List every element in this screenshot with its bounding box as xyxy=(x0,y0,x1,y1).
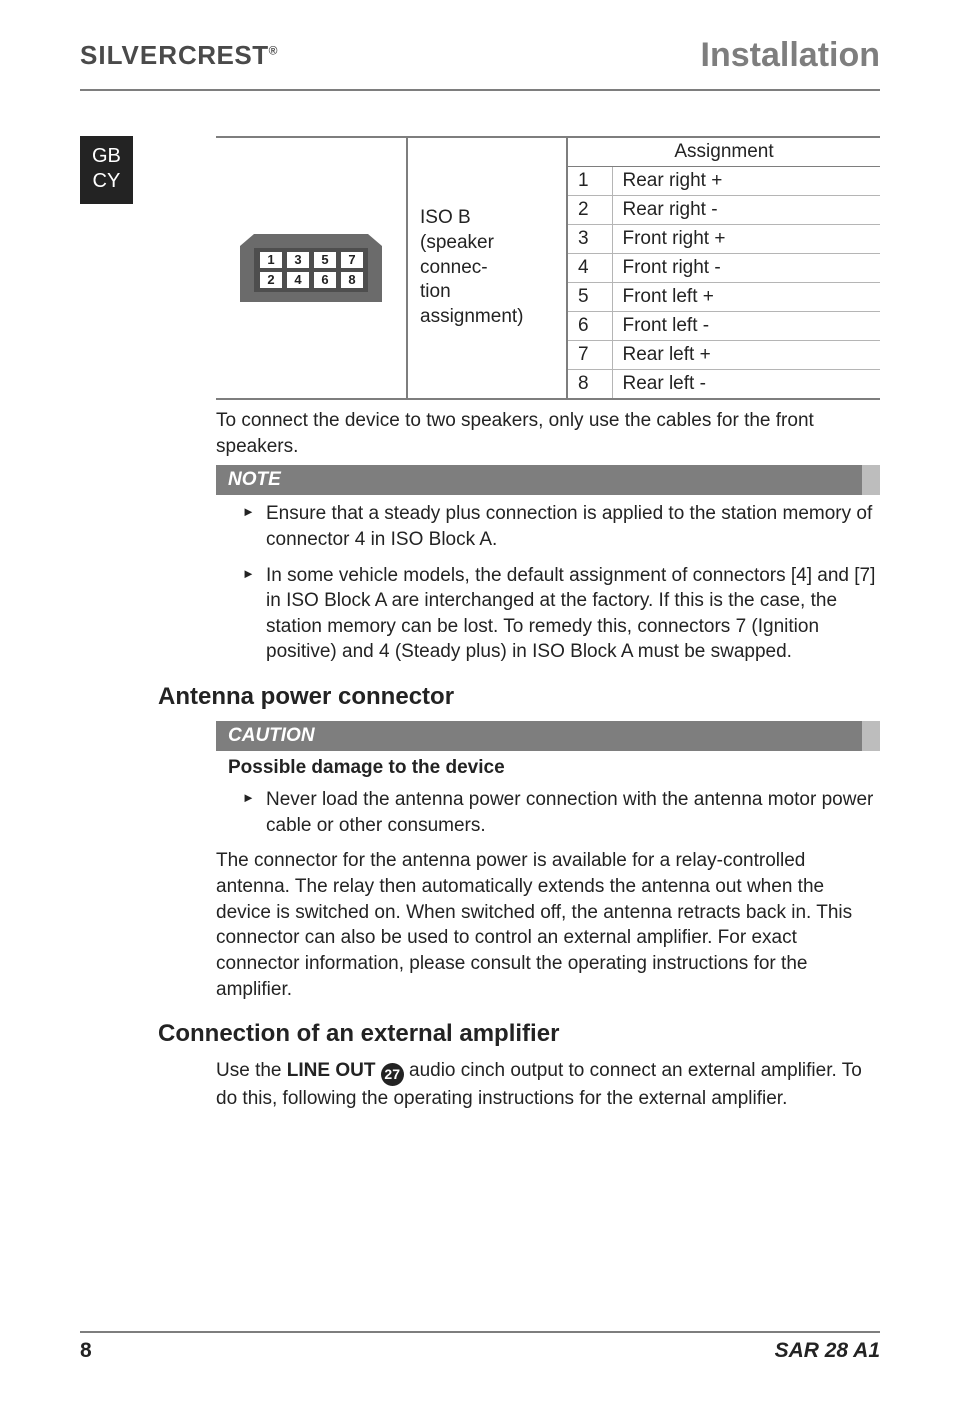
assignment-cell: Assignment 1Rear right + 2Rear right - 3… xyxy=(566,138,880,400)
table-row: 7Rear left + xyxy=(568,341,880,370)
amp-pre: Use the xyxy=(216,1060,287,1081)
caution-list: Never load the antenna power connection … xyxy=(216,781,880,838)
table-row: 5Front left + xyxy=(568,283,880,312)
iso-b-connector-icon: 1 3 5 7 2 4 6 8 xyxy=(236,226,386,310)
list-item: In some vehicle models, the default assi… xyxy=(242,563,880,666)
brand-reg: ® xyxy=(269,43,278,57)
header-rule xyxy=(80,89,880,91)
model-number: SAR 28 A1 xyxy=(775,1339,880,1363)
amplifier-heading: Connection of an external amplifier xyxy=(158,1020,880,1048)
note-bar: NOTE xyxy=(216,465,880,495)
pin-label: 3 xyxy=(294,252,301,267)
page-section-title: Installation xyxy=(701,36,880,75)
connector-image-cell: 1 3 5 7 2 4 6 8 xyxy=(216,138,406,400)
iso-label-line: (speaker connec- xyxy=(420,231,558,280)
two-speaker-note: To connect the device to two speakers, o… xyxy=(216,408,880,459)
antenna-heading: Antenna power connector xyxy=(158,683,880,711)
caution-bar: CAUTION xyxy=(216,721,880,751)
list-item: Never load the antenna power connection … xyxy=(242,787,880,838)
assignment-table: Assignment 1Rear right + 2Rear right - 3… xyxy=(568,138,880,398)
language-tab: GB CY xyxy=(80,136,133,204)
page-number: 8 xyxy=(80,1339,92,1363)
iso-b-table: 1 3 5 7 2 4 6 8 ISO B (speaker connec- t… xyxy=(216,136,880,400)
brand-logo: SILVERCREST® xyxy=(80,40,278,71)
note-list: Ensure that a steady plus connection is … xyxy=(216,495,880,665)
line-out-label: LINE OUT xyxy=(287,1060,376,1081)
iso-b-label-cell: ISO B (speaker connec- tion assignment) xyxy=(406,138,566,400)
table-row: 8Rear left - xyxy=(568,370,880,399)
iso-label-line: ISO B xyxy=(420,206,558,231)
pin-label: 5 xyxy=(321,252,328,267)
lang-line-2: CY xyxy=(92,169,121,194)
ref-number-icon: 27 xyxy=(381,1063,404,1086)
pin-label: 1 xyxy=(267,252,274,267)
pin-label: 6 xyxy=(321,272,328,287)
lang-line-1: GB xyxy=(92,144,121,169)
iso-label-line: tion assignment) xyxy=(420,280,558,329)
pin-label: 4 xyxy=(294,272,302,287)
table-row: 6Front left - xyxy=(568,312,880,341)
assignment-header: Assignment xyxy=(568,138,880,167)
table-row: 2Rear right - xyxy=(568,196,880,225)
brand-part1: SILVER xyxy=(80,40,178,70)
table-row: 3Front right + xyxy=(568,225,880,254)
caution-subhead: Possible damage to the device xyxy=(216,751,880,781)
pin-label: 2 xyxy=(267,272,274,287)
antenna-paragraph: The connector for the antenna power is a… xyxy=(216,848,880,1002)
brand-part2: CREST xyxy=(178,40,269,70)
pin-label: 8 xyxy=(348,272,355,287)
pin-label: 7 xyxy=(348,252,355,267)
table-row: 1Rear right + xyxy=(568,167,880,196)
table-row: 4Front right - xyxy=(568,254,880,283)
list-item: Ensure that a steady plus connection is … xyxy=(242,501,880,552)
amplifier-paragraph: Use the LINE OUT 27 audio cinch output t… xyxy=(216,1058,880,1112)
